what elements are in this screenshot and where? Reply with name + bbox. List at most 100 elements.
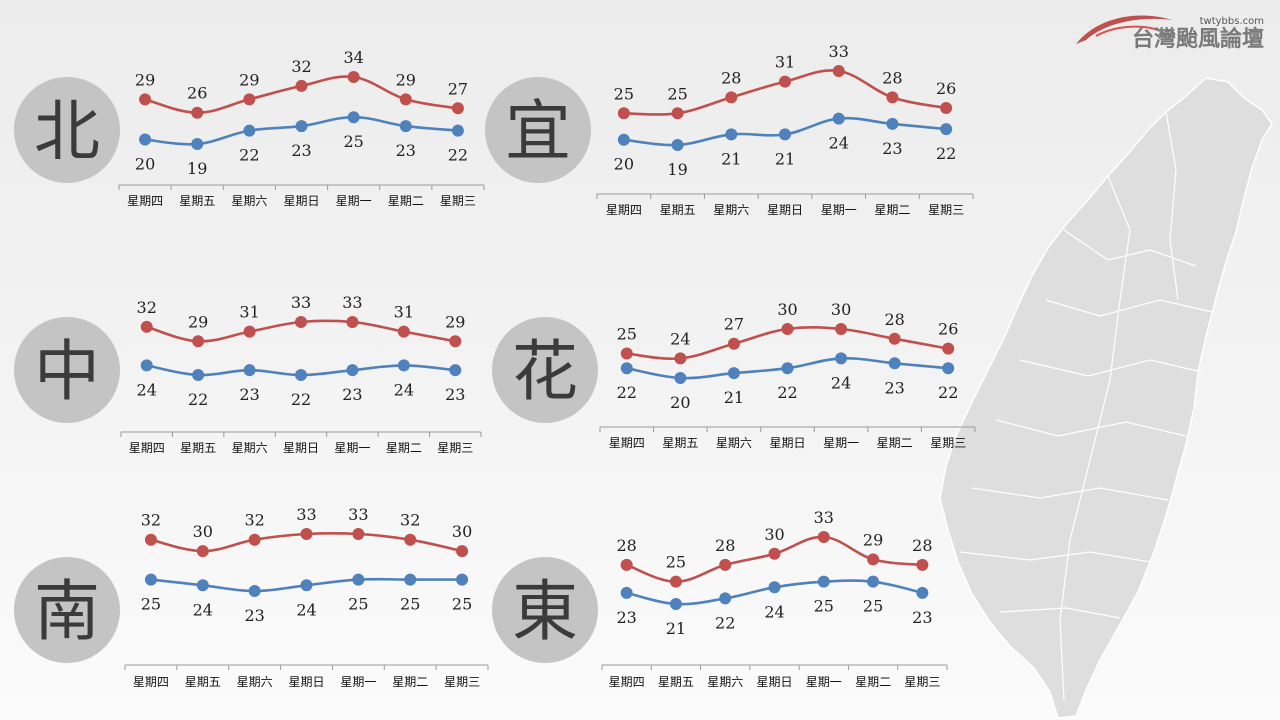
low-temp-value-label: 21 [721, 149, 741, 168]
high-temp-point [671, 107, 684, 120]
high-temp-value-label: 29 [396, 70, 416, 89]
x-tick-label: 星期四 [609, 675, 645, 689]
high-temp-value-label: 28 [884, 310, 904, 329]
high-temp-point [674, 352, 687, 365]
region-badge-circle [485, 77, 591, 183]
x-tick-label: 星期四 [606, 203, 642, 217]
low-temp-point [817, 575, 830, 588]
high-temp-value-label: 28 [715, 536, 735, 555]
logo-swoosh-line [1095, 25, 1159, 37]
high-temp-value-label: 28 [912, 536, 932, 555]
x-tick-label: 星期六 [231, 194, 267, 208]
low-temp-point [346, 364, 359, 377]
region-badge: 北 [14, 77, 120, 183]
low-temp-value-label: 23 [882, 139, 902, 158]
x-tick-label: 星期五 [660, 203, 696, 217]
high-temp-point [451, 102, 464, 115]
x-tick-label: 星期六 [707, 675, 743, 689]
x-tick-label: 星期日 [288, 675, 324, 689]
high-temp-point [243, 93, 256, 106]
high-temp-value-label: 25 [667, 84, 687, 103]
low-temp-value-label: 25 [348, 595, 368, 614]
x-tick-label: 星期日 [283, 441, 319, 455]
region-badge-circle [14, 317, 120, 423]
high-temp-point [404, 533, 417, 546]
low-temp-value-label: 22 [188, 390, 208, 409]
x-tick-label: 星期三 [904, 675, 940, 689]
x-tick-label: 星期一 [340, 675, 376, 689]
high-temp-point [397, 325, 410, 338]
high-temp-value-label: 32 [291, 57, 311, 76]
low-temp-value-label: 23 [244, 606, 264, 625]
high-temp-point [719, 558, 732, 571]
x-tick-label: 星期五 [185, 675, 221, 689]
low-temp-point [399, 120, 412, 133]
high-temp-point [835, 323, 848, 335]
low-temp-point [248, 585, 261, 597]
high-temp-point [192, 335, 205, 348]
x-tick-label: 星期四 [609, 436, 645, 450]
low-temp-value-label: 25 [452, 595, 472, 614]
high-temp-point [243, 325, 256, 338]
high-temp-value-label: 33 [342, 293, 362, 312]
low-temp-value-label: 23 [396, 141, 416, 160]
x-tick-label: 星期六 [232, 441, 268, 455]
low-temp-point [196, 579, 209, 592]
high-temp-value-label: 28 [616, 536, 636, 555]
high-temp-point [617, 107, 630, 120]
low-temp-point [295, 369, 307, 381]
region-label: 中 [34, 333, 100, 410]
high-temp-point [942, 342, 955, 355]
low-temp-value-label: 21 [724, 388, 744, 407]
low-temp-point [404, 573, 417, 586]
x-tick-label: 星期二 [392, 675, 428, 689]
region-badge: 花 [492, 317, 598, 423]
low-temp-value-label: 19 [187, 159, 207, 178]
high-temp-point [191, 106, 204, 119]
region-label: 東 [512, 573, 578, 650]
taiwan-map-icon [939, 77, 1273, 719]
high-temp-value-label: 31 [394, 303, 414, 322]
high-temp-value-label: 29 [135, 70, 155, 89]
high-temp-value-label: 28 [882, 68, 902, 87]
high-temp-point [196, 545, 209, 558]
low-temp-value-label: 23 [616, 608, 636, 627]
high-temp-point [940, 102, 953, 114]
x-tick-label: 星期一 [823, 436, 859, 450]
x-tick-label: 星期日 [283, 194, 319, 208]
low-temp-point [916, 586, 929, 599]
region-label: 南 [34, 573, 100, 650]
low-temp-point [243, 364, 256, 377]
high-temp-value-label: 30 [764, 525, 784, 544]
low-temp-point [451, 124, 464, 137]
high-temp-value-label: 29 [188, 312, 208, 331]
low-temp-value-label: 24 [829, 134, 849, 153]
low-temp-point [942, 362, 955, 375]
high-temp-value-label: 33 [291, 293, 311, 312]
low-temp-value-label: 22 [448, 146, 468, 165]
x-tick-label: 星期三 [930, 436, 966, 450]
low-temp-value-label: 23 [884, 378, 904, 397]
high-temp-value-label: 29 [445, 312, 465, 331]
high-temp-point [140, 320, 153, 333]
x-tick-label: 星期四 [133, 675, 169, 689]
low-temp-value-label: 22 [617, 383, 637, 402]
high-temp-point [779, 75, 791, 88]
high-temp-value-label: 32 [244, 511, 264, 530]
region-badge: 中 [14, 317, 120, 423]
x-tick-label: 星期五 [180, 441, 216, 455]
high-temp-point [300, 528, 313, 540]
low-temp-point [719, 592, 732, 605]
high-temp-point [295, 79, 308, 92]
low-temp-point [832, 112, 845, 125]
x-tick-label: 星期六 [713, 203, 749, 217]
high-temp-point [781, 323, 794, 335]
x-tick-label: 星期六 [237, 675, 273, 689]
high-temp-value-label: 33 [829, 42, 849, 61]
high-temp-value-label: 25 [614, 84, 634, 103]
x-tick-label: 星期五 [179, 194, 215, 208]
site-url: twtybbs.com [1200, 16, 1264, 27]
low-temp-value-label: 22 [777, 383, 797, 402]
high-temp-value-label: 26 [936, 79, 956, 98]
